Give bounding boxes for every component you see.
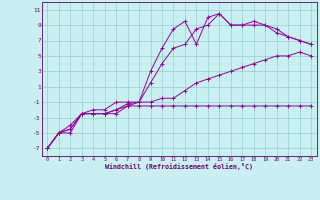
X-axis label: Windchill (Refroidissement éolien,°C): Windchill (Refroidissement éolien,°C) [105,163,253,170]
